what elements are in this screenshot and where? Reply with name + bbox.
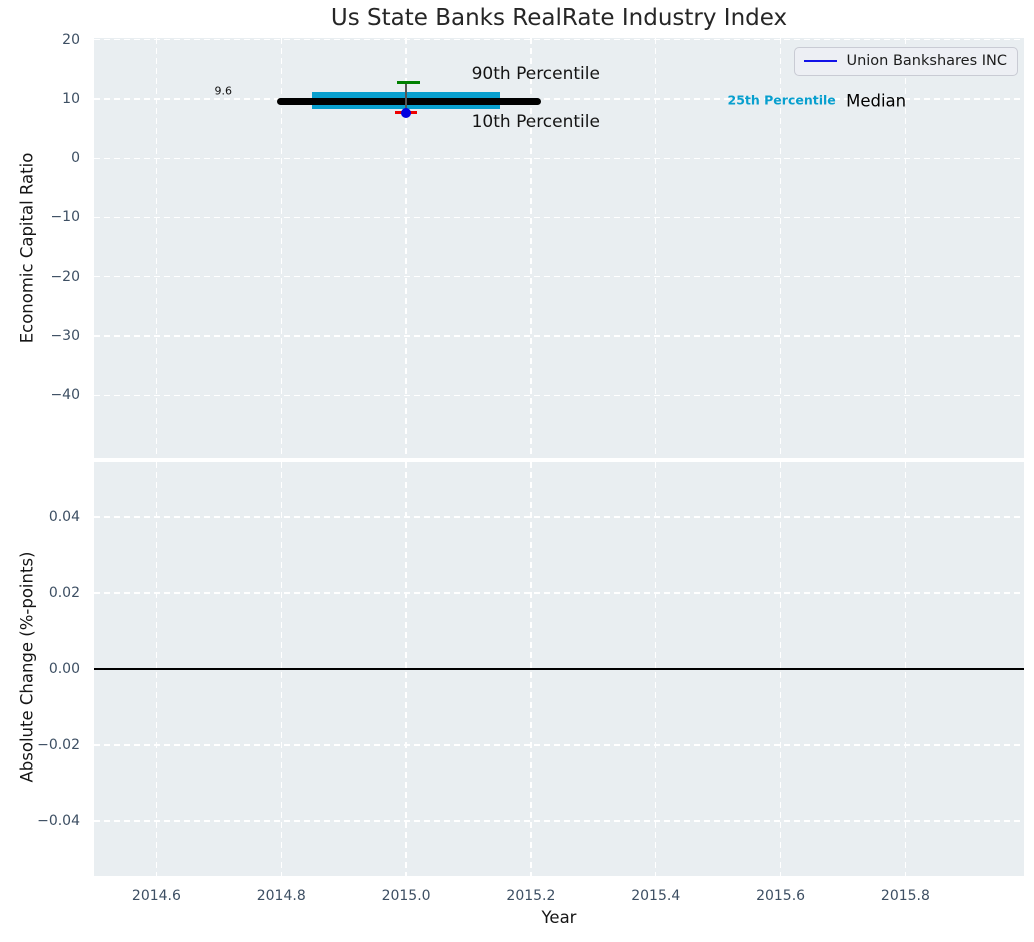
y-tick-label: −20: [50, 268, 80, 285]
gridline-horizontal: [94, 335, 1024, 337]
subplot-bottom: 2014.6 2014.8 2015.0 2015.2 2015.4 2015.6 2015…: [37, 462, 1024, 904]
gridline-horizontal: [94, 592, 1024, 594]
gridline-horizontal: [94, 157, 1024, 159]
chart-title: Us State Banks RealRate Industry Index: [330, 5, 788, 31]
x-tick-label: 2014.6: [131, 888, 181, 904]
zero-line: [94, 668, 1024, 670]
y-tick-label: 0: [71, 150, 80, 167]
company-data-point: [401, 107, 412, 118]
x-tick-label: 2015.2: [506, 888, 556, 904]
annotation-25th-percentile: 25th Percentile: [727, 92, 836, 108]
gridline-horizontal: [94, 39, 1024, 41]
legend-line-swatch: [804, 59, 838, 63]
y-tick-label: 0.04: [48, 509, 80, 526]
subplot-top: Union Bankshares INC 20 10 0 −10 −20 −30 −40 90…: [50, 32, 1024, 458]
legend-label: Union Bankshares INC: [846, 53, 1007, 69]
y-tick-label: 0.00: [48, 661, 80, 677]
y-tick-label: −30: [50, 327, 80, 344]
x-tick-label: 2015.8: [880, 888, 930, 904]
y-tick-label: −0.02: [37, 736, 80, 753]
gridline-horizontal: [94, 516, 1024, 518]
gridline-horizontal: [94, 276, 1024, 278]
x-tick-label: 2015.0: [381, 888, 431, 904]
legend: Union Bankshares INC: [794, 47, 1018, 76]
y-tick-label: 20: [62, 31, 80, 48]
gridline-vertical: [155, 38, 158, 458]
gridline-horizontal: [94, 820, 1024, 822]
y-tick-label: −10: [50, 209, 80, 226]
x-tick-label: 2015.6: [756, 888, 806, 904]
annotation-10th-percentile: 10th Percentile: [471, 112, 600, 133]
x-tick-label: 2014.8: [256, 888, 306, 904]
x-tick-label: 2015.4: [631, 888, 681, 904]
y-axis-label-top: Economic Capital Ratio: [17, 152, 37, 344]
median-line: [277, 97, 542, 106]
annotation-9.6: 9.6: [214, 84, 232, 98]
gridline-vertical: [655, 38, 657, 458]
gridline-horizontal: [94, 744, 1024, 746]
annotation-median: Median: [846, 91, 907, 111]
gridline-horizontal: [94, 394, 1024, 396]
y-tick-label: −0.04: [37, 812, 80, 829]
y-tick-label: 10: [62, 91, 80, 107]
p90-tick: [396, 81, 421, 84]
y-tick-label: 0.02: [48, 585, 80, 602]
x-axis-label: Year: [541, 908, 577, 927]
annotation-90th-percentile: 90th Percentile: [471, 63, 600, 84]
y-tick-label: −40: [50, 387, 80, 404]
gridline-horizontal: [94, 216, 1024, 219]
